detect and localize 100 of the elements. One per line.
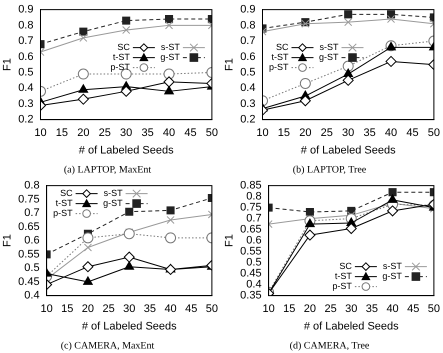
y-tick-label: 0.3 [240,98,256,110]
legend-label: g-ST [318,52,339,62]
y-axis-title: F1 [224,234,236,248]
text: (d) CAMERA, Tree [290,340,370,352]
legend-label: g-ST [103,198,124,208]
y-tick-label: 0.7 [240,35,256,48]
x-tick-label: 40 [164,303,177,316]
text: (a) LAPTOP, MaxEnt [64,164,152,176]
y-tick-label: 0.8 [18,19,34,32]
y-tick-label: 0.4 [24,290,40,302]
y-tick-label: 0.5 [240,66,256,78]
x-tick-label: 50 [206,127,218,140]
legend-label: t-ST [112,52,130,62]
x-tick-label: 30 [120,127,132,140]
y-tick-label: 0.85 [240,180,262,192]
y-axis-title: F1 [224,58,236,72]
y-tick-label: 0.55 [18,248,40,260]
x-tick-label: 10 [40,303,53,316]
y-tick-label: 0.9 [18,4,34,16]
x-axis-title: # of Labeled Seeds [300,144,396,156]
y-tick-label: 0.4 [240,82,256,94]
legend-label: p-ST [268,62,289,72]
y-tick-label: 0.5 [18,66,34,78]
x-tick-label: 15 [61,303,74,316]
y-tick-label: 0.8 [246,190,262,203]
legend-label: t-ST [56,198,74,208]
y-tick-label: 0.6 [246,234,262,247]
x-tick-label: 30 [345,303,358,316]
legend-label: SC [339,261,352,272]
text: (c) CAMERA, MaxEnt [60,340,155,352]
y-tick-label: 0.4 [18,82,34,94]
legend-label: SC [117,42,130,52]
legend-label: p-ST [110,62,130,72]
x-tick-label: 50 [428,303,440,316]
x-tick-label: 10 [34,127,47,140]
x-tick-label: 10 [256,127,269,140]
legend-label: s-ST [319,42,339,52]
x-tick-label: 35 [366,303,378,316]
x-tick-label: 35 [141,127,154,140]
x-tick-label: 20 [82,303,94,316]
x-tick-label: 10 [262,303,275,316]
y-tick-label: 0.5 [24,262,40,274]
y-tick-label: 0.75 [18,193,40,206]
x-tick-label: 25 [320,127,333,140]
x-tick-label: 40 [162,127,176,140]
y-tick-label: 0.6 [240,50,256,63]
y-axis-title: F1 [2,234,14,248]
y-tick-label: 0.2 [18,114,34,126]
x-tick-label: 30 [342,127,354,140]
y-tick-label: 0.65 [240,224,262,236]
x-tick-label: 25 [324,303,337,316]
legend-label: SC [60,188,74,198]
x-tick-label: 50 [206,303,218,316]
y-tick-label: 0.65 [18,220,40,233]
x-tick-label: 20 [304,303,316,316]
y-tick-label: 0.45 [240,268,262,280]
x-tick-label: 20 [77,127,90,140]
y-tick-label: 0.2 [240,114,256,126]
x-axis-title: # of Labeled Seeds [304,320,400,332]
x-tick-label: 45 [407,303,420,316]
y-tick-label: 0.4 [246,278,262,291]
legend-label: g-ST [160,52,180,62]
y-tick-label: 0.7 [24,207,40,220]
x-tick-label: 20 [299,127,312,140]
y-tick-label: 0.6 [24,234,40,247]
x-tick-label: 25 [102,303,115,316]
y-tick-label: 0.9 [240,4,256,16]
x-tick-label: 25 [98,127,111,140]
x-tick-label: 50 [428,127,440,140]
y-tick-label: 0.5 [246,256,262,269]
legend-label: s-ST [382,261,402,272]
y-tick-label: 0.55 [240,246,262,258]
x-tick-label: 35 [144,303,156,316]
x-tick-label: 35 [363,127,376,140]
x-axis-title: # of Labeled Seeds [82,320,178,332]
x-tick-label: 45 [185,303,198,316]
x-tick-label: 45 [406,127,419,140]
legend-label: s-ST [104,188,124,198]
x-axis-title: # of Labeled Seeds [78,144,174,156]
y-tick-label: 0.3 [18,98,34,110]
legend-label: t-ST [334,271,352,282]
text: (b) LAPTOP, Tree [292,164,367,176]
y-tick-label: 0.7 [18,35,34,48]
y-tick-label: 0.8 [24,180,40,192]
legend-label: p-ST [332,281,352,292]
legend-label: t-ST [271,52,289,62]
y-tick-label: 0.35 [240,290,262,302]
legend-label: SC [276,42,289,52]
y-tick-label: 0.8 [240,19,256,32]
x-tick-label: 15 [56,127,68,140]
legend-label: p-ST [53,208,74,218]
x-tick-label: 30 [123,303,136,316]
y-tick-label: 0.7 [246,212,262,225]
x-tick-label: 15 [278,127,290,140]
legend-label: s-ST [160,42,180,52]
x-tick-label: 45 [184,127,197,140]
y-tick-label: 0.75 [240,202,262,214]
y-tick-label: 0.45 [18,276,40,288]
x-tick-label: 15 [283,303,296,316]
x-tick-label: 40 [384,127,398,140]
